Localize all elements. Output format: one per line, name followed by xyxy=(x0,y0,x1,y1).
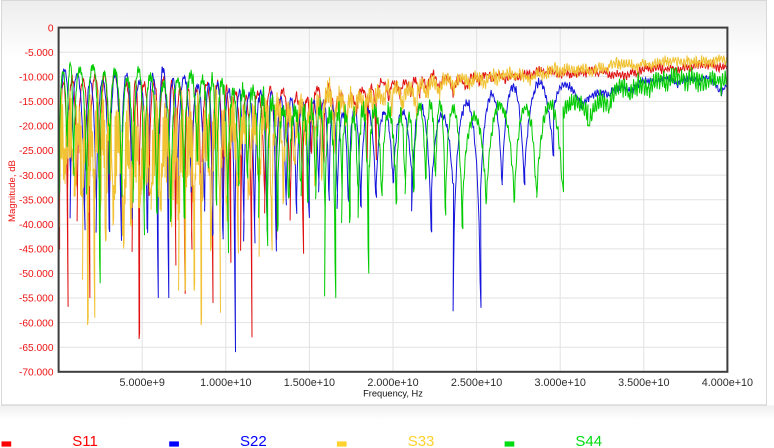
svg-text:S11: S11 xyxy=(72,433,98,448)
svg-text:0: 0 xyxy=(48,23,54,34)
svg-text:-40.000: -40.000 xyxy=(19,220,54,231)
svg-text:-60.000: -60.000 xyxy=(19,318,54,329)
svg-text:3.000e+10: 3.000e+10 xyxy=(535,377,586,389)
svg-text:S33: S33 xyxy=(408,433,435,448)
svg-text:-55.000: -55.000 xyxy=(19,294,54,305)
svg-text:1.500e+10: 1.500e+10 xyxy=(284,377,335,389)
svg-text:S44: S44 xyxy=(575,433,602,448)
svg-text:3.500e+10: 3.500e+10 xyxy=(618,377,669,389)
svg-text:2.000e+10: 2.000e+10 xyxy=(367,377,418,389)
svg-text:-5.000: -5.000 xyxy=(25,48,54,59)
svg-text:-15.000: -15.000 xyxy=(19,97,54,108)
svg-text:-20.000: -20.000 xyxy=(19,122,54,133)
svg-text:2.500e+10: 2.500e+10 xyxy=(451,377,502,389)
svg-text:-45.000: -45.000 xyxy=(19,245,54,256)
svg-text:-70.000: -70.000 xyxy=(19,368,54,379)
svg-text:S22: S22 xyxy=(240,433,267,448)
svg-text:1.000e+10: 1.000e+10 xyxy=(200,377,251,389)
svg-text:-30.000: -30.000 xyxy=(19,171,54,182)
svg-text:-10.000: -10.000 xyxy=(19,73,54,84)
svg-text:Frequency, Hz: Frequency, Hz xyxy=(363,388,423,398)
svg-text:-35.000: -35.000 xyxy=(19,195,54,206)
svg-text:4.000e+10: 4.000e+10 xyxy=(702,377,753,389)
svg-text:5.000e+9: 5.000e+9 xyxy=(120,377,165,389)
svg-text:Magnitude, dB: Magnitude, dB xyxy=(7,160,18,222)
svg-text:-50.000: -50.000 xyxy=(19,269,54,280)
svg-text:-65.000: -65.000 xyxy=(19,343,54,354)
svg-text:-25.000: -25.000 xyxy=(19,146,54,157)
